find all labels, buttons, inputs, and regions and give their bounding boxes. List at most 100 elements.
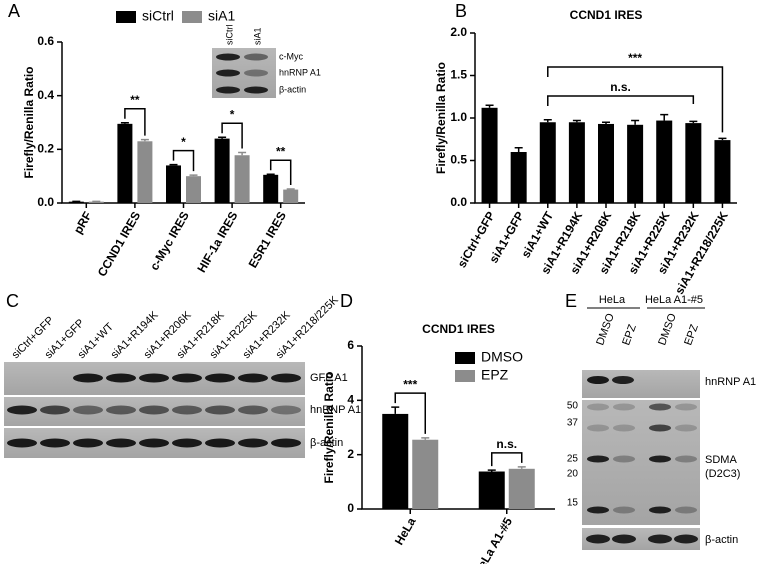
blot-band bbox=[7, 438, 37, 448]
marker-label: 50 bbox=[567, 401, 579, 412]
band-label: hnRNP A1 bbox=[705, 376, 756, 388]
blot-band bbox=[205, 373, 235, 383]
error-bar bbox=[602, 121, 610, 124]
significance-label: * bbox=[230, 107, 235, 121]
blot-band bbox=[674, 534, 698, 544]
blot-band bbox=[613, 455, 635, 463]
blot-band bbox=[106, 405, 136, 415]
band-label: hnRNP A1 bbox=[310, 404, 361, 416]
blot-band bbox=[244, 53, 268, 61]
significance-bracket bbox=[269, 159, 292, 186]
x-tick-label: HeLa A1-#5 bbox=[471, 515, 516, 564]
blot-band bbox=[40, 438, 70, 448]
panel-label: D bbox=[340, 291, 353, 311]
bar bbox=[234, 155, 250, 203]
significance-bracket bbox=[172, 149, 195, 172]
significance-label: * bbox=[181, 135, 186, 149]
legend-label: siA1 bbox=[208, 8, 235, 24]
legend-label: DMSO bbox=[481, 349, 523, 365]
error-bar bbox=[189, 174, 198, 177]
x-tick-label: HIF-1a IRES bbox=[194, 209, 240, 275]
blot-band bbox=[675, 403, 697, 411]
blot-band bbox=[73, 405, 103, 415]
blot-band bbox=[649, 424, 671, 432]
bar bbox=[68, 201, 84, 203]
band-label: hnRNP A1 bbox=[279, 67, 321, 77]
blot-band bbox=[675, 424, 697, 432]
error-bar bbox=[514, 147, 523, 152]
blot-band bbox=[587, 403, 609, 411]
y-tick-label: 2.0 bbox=[450, 25, 467, 39]
blot-band bbox=[271, 373, 301, 383]
bar bbox=[214, 138, 230, 203]
significance-label: ** bbox=[276, 144, 286, 158]
blot-band bbox=[613, 506, 635, 514]
panel-label: A bbox=[8, 1, 20, 21]
legend-swatch bbox=[116, 11, 136, 23]
blot-band bbox=[172, 438, 202, 448]
blot-band bbox=[205, 438, 235, 448]
y-axis-label: Firefly/Renilla Ratio bbox=[22, 66, 36, 178]
lane-label: siA1 bbox=[252, 27, 262, 45]
legend-label: EPZ bbox=[481, 367, 509, 383]
blot-band bbox=[172, 373, 202, 383]
blot-band bbox=[73, 373, 103, 383]
blot-band bbox=[106, 438, 136, 448]
blot-band bbox=[216, 86, 240, 94]
significance-label: n.s. bbox=[496, 437, 517, 451]
bar bbox=[166, 165, 181, 203]
bar bbox=[598, 123, 614, 203]
y-tick-label: 0 bbox=[347, 501, 354, 515]
x-tick-label: pRF bbox=[71, 209, 95, 236]
blot-band bbox=[7, 405, 37, 415]
y-tick-label: 0.0 bbox=[37, 195, 54, 209]
band-label: (D2C3) bbox=[705, 468, 740, 480]
panel-label: C bbox=[6, 291, 19, 311]
legend-swatch bbox=[182, 11, 202, 23]
blot-band bbox=[675, 455, 697, 463]
blot-band bbox=[587, 506, 609, 514]
bar bbox=[481, 107, 498, 203]
chart-title: CCND1 IRES bbox=[570, 8, 643, 22]
x-tick-label: c-Myc IRES bbox=[147, 209, 192, 273]
error-bar bbox=[421, 437, 430, 440]
bar bbox=[714, 140, 731, 203]
lane-label: siCtrl bbox=[224, 25, 234, 46]
chart-title: CCND1 IRES bbox=[422, 322, 495, 336]
error-bar bbox=[660, 113, 669, 121]
blot-band bbox=[238, 373, 268, 383]
blot-band bbox=[139, 373, 169, 383]
error-bar bbox=[286, 188, 295, 190]
error-bar bbox=[517, 466, 526, 469]
lane-label: EPZ bbox=[682, 323, 701, 347]
significance-label: *** bbox=[628, 51, 642, 65]
band-label: β-actin bbox=[279, 84, 306, 94]
significance-bracket bbox=[547, 66, 724, 133]
blot-strip bbox=[582, 370, 700, 398]
blot-band bbox=[648, 534, 672, 544]
bar bbox=[186, 176, 201, 203]
band-label: β-actin bbox=[310, 437, 343, 449]
y-tick-label: 0.2 bbox=[37, 142, 54, 156]
x-tick-label: CCND1 IRES bbox=[95, 209, 143, 279]
error-bar bbox=[485, 104, 494, 108]
y-tick-label: 0.4 bbox=[37, 88, 54, 102]
bar bbox=[88, 201, 104, 203]
legend-label: siCtrl bbox=[142, 8, 174, 24]
bar bbox=[685, 123, 702, 203]
blot-band bbox=[649, 403, 671, 411]
error-bar bbox=[266, 173, 275, 176]
lane-label: DMSO bbox=[656, 311, 679, 347]
group-label: HeLa bbox=[599, 294, 626, 306]
blot-band bbox=[106, 373, 136, 383]
blot-band bbox=[649, 506, 671, 514]
error-bar bbox=[140, 138, 149, 142]
marker-label: 25 bbox=[567, 454, 579, 465]
significance-bracket bbox=[221, 122, 243, 149]
blot-band bbox=[172, 405, 202, 415]
y-tick-label: 2 bbox=[347, 447, 354, 461]
band-label: β-actin bbox=[705, 534, 738, 546]
blot-band bbox=[238, 405, 268, 415]
y-tick-label: 0.0 bbox=[450, 195, 467, 209]
lane-label: EPZ bbox=[620, 323, 639, 347]
